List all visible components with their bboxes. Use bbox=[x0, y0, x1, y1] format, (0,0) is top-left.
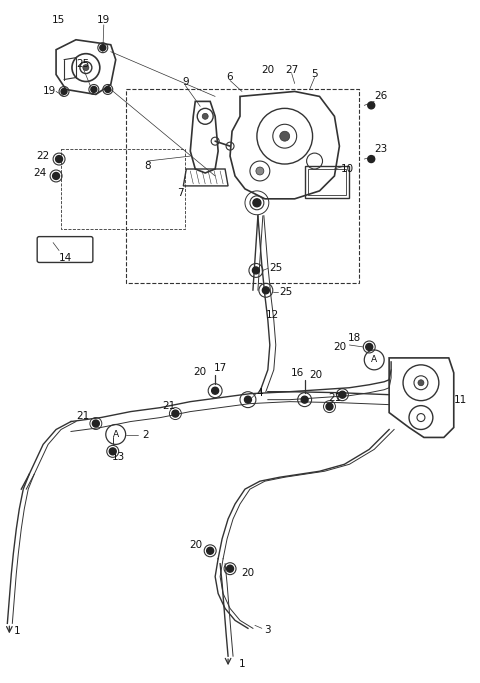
Text: 21: 21 bbox=[162, 401, 175, 410]
Circle shape bbox=[92, 420, 99, 427]
Text: 21: 21 bbox=[76, 410, 90, 421]
Text: 14: 14 bbox=[59, 253, 72, 264]
Bar bbox=[308, 169, 347, 195]
Text: 16: 16 bbox=[291, 368, 304, 378]
Circle shape bbox=[227, 566, 234, 572]
Text: 27: 27 bbox=[285, 65, 299, 74]
Circle shape bbox=[368, 102, 375, 109]
Text: 23: 23 bbox=[374, 144, 388, 154]
Text: 6: 6 bbox=[227, 72, 233, 81]
Circle shape bbox=[172, 410, 179, 417]
Circle shape bbox=[53, 173, 60, 180]
Text: 22: 22 bbox=[36, 151, 50, 161]
Text: 15: 15 bbox=[51, 15, 65, 25]
Text: 13: 13 bbox=[112, 452, 125, 462]
Circle shape bbox=[91, 87, 97, 92]
Text: 4: 4 bbox=[257, 388, 263, 398]
Text: 25: 25 bbox=[76, 59, 90, 68]
Text: 26: 26 bbox=[374, 92, 388, 102]
Text: 20: 20 bbox=[190, 540, 203, 550]
Text: 8: 8 bbox=[144, 161, 151, 171]
Bar bbox=[61, 149, 185, 229]
Circle shape bbox=[418, 380, 424, 386]
Text: 24: 24 bbox=[34, 168, 47, 178]
Text: 25: 25 bbox=[269, 264, 282, 273]
Text: A: A bbox=[113, 430, 119, 439]
Circle shape bbox=[252, 267, 259, 274]
Text: 9: 9 bbox=[182, 76, 189, 87]
Text: 17: 17 bbox=[214, 363, 227, 373]
Bar bbox=[126, 89, 360, 283]
Circle shape bbox=[207, 547, 214, 555]
Text: 1: 1 bbox=[14, 626, 21, 637]
Circle shape bbox=[202, 113, 208, 120]
Text: A: A bbox=[371, 355, 377, 365]
Circle shape bbox=[253, 199, 261, 207]
Text: 11: 11 bbox=[454, 395, 468, 404]
Text: 2: 2 bbox=[142, 430, 149, 441]
Circle shape bbox=[105, 87, 111, 92]
Circle shape bbox=[83, 65, 89, 70]
Text: 3: 3 bbox=[264, 626, 271, 635]
Circle shape bbox=[366, 344, 373, 350]
Text: 19: 19 bbox=[97, 15, 110, 25]
Circle shape bbox=[368, 156, 375, 163]
Text: 20: 20 bbox=[261, 65, 275, 74]
Circle shape bbox=[280, 131, 290, 141]
Circle shape bbox=[61, 89, 67, 94]
Circle shape bbox=[256, 167, 264, 175]
Circle shape bbox=[56, 156, 62, 163]
Circle shape bbox=[339, 391, 346, 398]
Text: 20: 20 bbox=[241, 568, 254, 578]
Circle shape bbox=[263, 287, 269, 294]
Circle shape bbox=[212, 387, 218, 394]
Circle shape bbox=[301, 396, 308, 403]
Text: 12: 12 bbox=[266, 310, 279, 320]
Text: 7: 7 bbox=[177, 188, 184, 198]
Circle shape bbox=[244, 396, 252, 403]
Text: 19: 19 bbox=[43, 87, 56, 96]
Text: 20: 20 bbox=[309, 370, 322, 380]
Circle shape bbox=[100, 44, 106, 51]
Circle shape bbox=[326, 403, 333, 410]
Text: 5: 5 bbox=[311, 68, 318, 79]
Text: 21: 21 bbox=[328, 393, 341, 403]
Text: 20: 20 bbox=[193, 367, 207, 377]
Text: 10: 10 bbox=[341, 164, 354, 174]
Circle shape bbox=[109, 448, 116, 455]
Text: 25: 25 bbox=[279, 288, 292, 297]
Text: 20: 20 bbox=[333, 342, 346, 352]
Text: 1: 1 bbox=[239, 659, 245, 669]
Bar bbox=[305, 166, 349, 198]
Text: 18: 18 bbox=[348, 333, 361, 343]
